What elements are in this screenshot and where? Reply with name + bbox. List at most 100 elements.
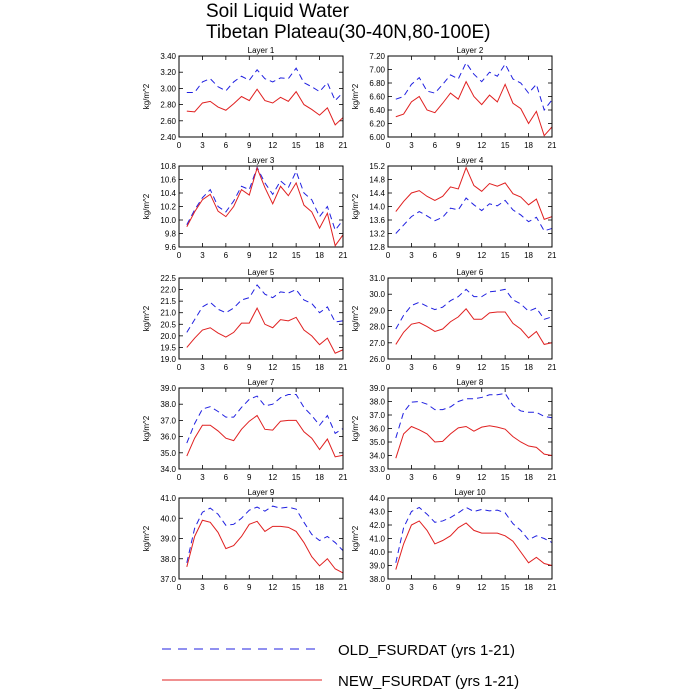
legend-label-new: NEW_FSURDAT (yrs 1-21) xyxy=(338,673,519,690)
y-tick-label: 6.80 xyxy=(369,79,385,88)
x-tick-label: 21 xyxy=(548,363,557,372)
plot-frame xyxy=(178,387,344,470)
y-tick-label: 13.6 xyxy=(369,216,385,225)
x-tick-label: 18 xyxy=(524,141,533,150)
x-tick-label: 6 xyxy=(433,583,438,592)
y-tick-label: 12.8 xyxy=(369,243,385,252)
x-tick-label: 15 xyxy=(501,251,510,260)
x-tick-label: 6 xyxy=(433,363,438,372)
y-tick-label: 22.0 xyxy=(160,286,176,295)
legend: OLD_FSURDAT (yrs 1-21) NEW_FSURDAT (yrs … xyxy=(162,642,519,690)
x-tick-label: 18 xyxy=(524,583,533,592)
plot-frame xyxy=(178,497,344,580)
y-tick-label: 19.5 xyxy=(160,343,176,352)
x-tick-label: 0 xyxy=(177,473,182,482)
y-tick-label: 10.2 xyxy=(160,203,176,212)
x-tick-label: 9 xyxy=(247,363,252,372)
x-tick-label: 15 xyxy=(501,363,510,372)
x-tick-label: 3 xyxy=(200,473,205,482)
series-line-new xyxy=(186,414,344,458)
y-tick-label: 21.5 xyxy=(160,297,176,306)
y-tick-label: 6.60 xyxy=(369,93,385,102)
x-tick-label: 3 xyxy=(409,141,414,150)
panel-title: Layer 5 xyxy=(248,268,275,277)
panel-layer-10: Layer 10 kg/m^2 38.0 39.0 40.0 41.0 42.0 43.0 44… xyxy=(351,488,557,592)
x-tick-label: 3 xyxy=(200,583,205,592)
x-tick-label: 15 xyxy=(292,473,301,482)
x-tick-label: 21 xyxy=(339,141,348,150)
x-tick-label: 9 xyxy=(247,473,252,482)
x-tick-label: 9 xyxy=(456,141,461,150)
x-tick-label: 15 xyxy=(292,251,301,260)
x-tick-label: 3 xyxy=(409,251,414,260)
x-tick-label: 6 xyxy=(433,251,438,260)
x-tick-label: 18 xyxy=(524,363,533,372)
series-line-old xyxy=(395,288,553,330)
y-tick-label: 38.0 xyxy=(369,575,385,584)
panel-layer-5: Layer 5 kg/m^2 19.0 19.5 20.0 20.5 21.0 21.5 22.… xyxy=(142,268,348,372)
x-tick-label: 6 xyxy=(224,141,229,150)
x-tick-label: 21 xyxy=(339,363,348,372)
series-line-old xyxy=(395,392,553,439)
series-line-old xyxy=(395,197,553,234)
x-tick-label: 6 xyxy=(224,473,229,482)
y-tick-label: 2.40 xyxy=(160,133,176,142)
y-tick-label: 30.0 xyxy=(369,290,385,299)
panel-title: Layer 3 xyxy=(248,156,275,165)
y-axis-label: kg/m^2 xyxy=(142,193,151,219)
y-tick-label: 20.5 xyxy=(160,320,176,329)
y-axis-label: kg/m^2 xyxy=(351,525,360,551)
y-tick-label: 35.0 xyxy=(160,449,176,458)
x-tick-label: 18 xyxy=(315,363,324,372)
y-tick-label: 10.6 xyxy=(160,176,176,185)
y-tick-label: 9.6 xyxy=(165,243,177,252)
x-tick-label: 9 xyxy=(456,363,461,372)
panel-grid: Layer 1kg/m^22.402.602.803.003.203.400 3 6… xyxy=(142,46,557,592)
series-line-new xyxy=(395,520,553,570)
plot-frame xyxy=(387,55,553,138)
panel-title: Layer 8 xyxy=(457,378,484,387)
x-tick-label: 15 xyxy=(292,583,301,592)
series-line-old xyxy=(186,284,344,333)
y-tick-label: 3.20 xyxy=(160,68,176,77)
series-line-new xyxy=(186,166,344,247)
y-tick-label: 2.60 xyxy=(160,117,176,126)
y-tick-label: 6.00 xyxy=(369,133,385,142)
series-line-old xyxy=(395,61,553,112)
x-tick-label: 3 xyxy=(409,583,414,592)
y-tick-label: 40.0 xyxy=(160,514,176,523)
y-tick-label: 26.0 xyxy=(369,355,385,364)
x-tick-label: 12 xyxy=(268,363,277,372)
y-axis-label: kg/m^2 xyxy=(142,83,151,109)
x-tick-label: 9 xyxy=(247,251,252,260)
y-tick-label: 19.0 xyxy=(160,355,176,364)
panel-title: Layer 6 xyxy=(457,268,484,277)
series-line-old xyxy=(186,67,344,102)
y-tick-label: 38.0 xyxy=(369,398,385,407)
x-tick-label: 21 xyxy=(548,583,557,592)
series-line-new xyxy=(395,425,553,459)
y-tick-label: 44.0 xyxy=(369,494,385,503)
chart-title-line1: Soil Liquid Water xyxy=(206,1,350,22)
x-tick-label: 15 xyxy=(501,473,510,482)
x-tick-label: 0 xyxy=(386,251,391,260)
x-tick-label: 21 xyxy=(548,141,557,150)
x-tick-label: 9 xyxy=(456,251,461,260)
y-tick-label: 7.20 xyxy=(369,52,385,61)
x-tick-label: 9 xyxy=(247,583,252,592)
x-tick-label: 12 xyxy=(477,363,486,372)
plot-frame xyxy=(178,55,344,138)
y-tick-label: 14.0 xyxy=(369,203,385,212)
panel-title: Layer 10 xyxy=(454,488,486,497)
panel-title: Layer 9 xyxy=(248,488,275,497)
y-tick-label: 3.40 xyxy=(160,52,176,61)
series-line-new xyxy=(186,519,344,574)
y-tick-label: 39.0 xyxy=(160,535,176,544)
x-tick-label: 15 xyxy=(501,141,510,150)
y-axis-label: kg/m^2 xyxy=(351,305,360,331)
y-tick-label: 2.80 xyxy=(160,101,176,110)
plot-frame xyxy=(178,277,344,360)
x-tick-label: 0 xyxy=(177,583,182,592)
x-tick-label: 21 xyxy=(339,583,348,592)
